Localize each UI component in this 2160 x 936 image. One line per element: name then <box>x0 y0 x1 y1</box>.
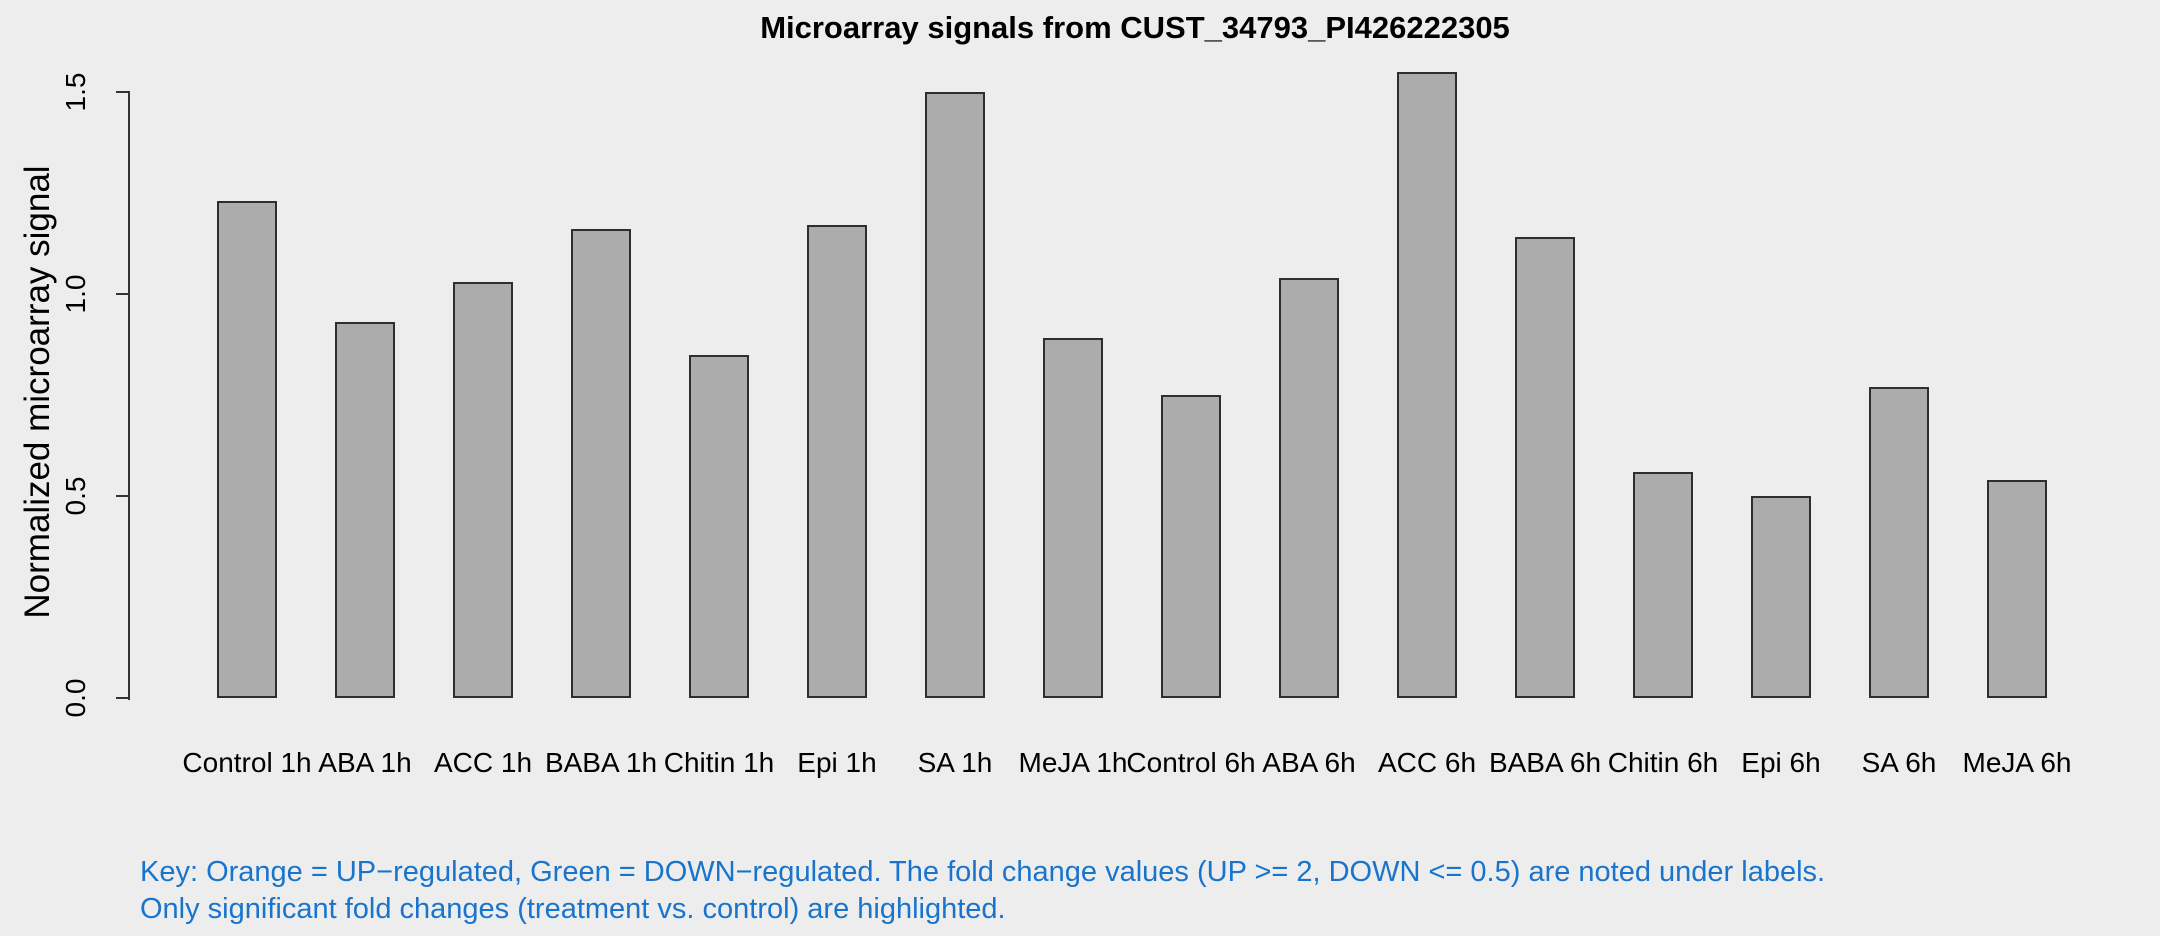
y-axis-line <box>128 92 130 700</box>
bar-sa-1h <box>925 92 985 698</box>
bar-chitin-6h <box>1633 472 1693 698</box>
x-tick-label: Epi 1h <box>797 747 877 778</box>
x-tick-label: SA 6h <box>1861 747 1937 778</box>
y-tick-label: 0.0 <box>60 678 91 718</box>
y-axis-label: Normalized microarray signal <box>18 165 57 619</box>
bar-acc-1h <box>453 282 513 698</box>
bar-sa-6h <box>1869 387 1929 698</box>
x-tick-label: Chitin 6h <box>1607 747 1719 778</box>
bar-epi-1h <box>807 225 867 698</box>
y-tick <box>116 293 130 295</box>
y-tick-label: 1.0 <box>60 274 91 314</box>
x-tick-label: ABA 1h <box>318 747 412 778</box>
bar-chitin-1h <box>689 355 749 698</box>
y-tick <box>116 91 130 93</box>
key-annotation: Key: Orange = UP−regulated, Green = DOWN… <box>140 854 1825 928</box>
bar-meja-1h <box>1043 338 1103 698</box>
x-tick-label: Control 6h <box>1126 747 1256 778</box>
y-tick <box>116 697 130 699</box>
x-tick-label: Epi 6h <box>1741 747 1821 778</box>
bar-acc-6h <box>1397 72 1457 698</box>
x-tick-label: ABA 6h <box>1262 747 1356 778</box>
bar-aba-1h <box>335 322 395 698</box>
x-tick-label: MeJA 6h <box>1962 747 2072 778</box>
key-line-2: Only significant fold changes (treatment… <box>140 893 1006 925</box>
y-tick-label: 0.5 <box>60 476 91 516</box>
bar-control-1h <box>217 201 277 698</box>
x-tick-label: ACC 1h <box>433 747 533 778</box>
bar-baba-1h <box>571 229 631 698</box>
key-line-1: Key: Orange = UP−regulated, Green = DOWN… <box>140 856 1826 888</box>
bar-meja-6h <box>1987 480 2047 698</box>
bar-epi-6h <box>1751 496 1811 698</box>
x-tick-label: MeJA 1h <box>1018 747 1128 778</box>
y-tick-label: 1.5 <box>60 72 91 112</box>
x-tick-label: ACC 6h <box>1377 747 1477 778</box>
y-tick <box>116 495 130 497</box>
x-tick-label: BABA 1h <box>544 747 658 778</box>
x-tick-label: SA 1h <box>917 747 993 778</box>
bar-aba-6h <box>1279 278 1339 698</box>
x-tick-label: Chitin 1h <box>663 747 775 778</box>
bar-control-6h <box>1161 395 1221 698</box>
x-tick-label: BABA 6h <box>1488 747 1602 778</box>
chart-title: Microarray signals from CUST_34793_PI426… <box>760 10 1510 45</box>
bar-baba-6h <box>1515 237 1575 698</box>
x-tick-label: Control 1h <box>182 747 312 778</box>
